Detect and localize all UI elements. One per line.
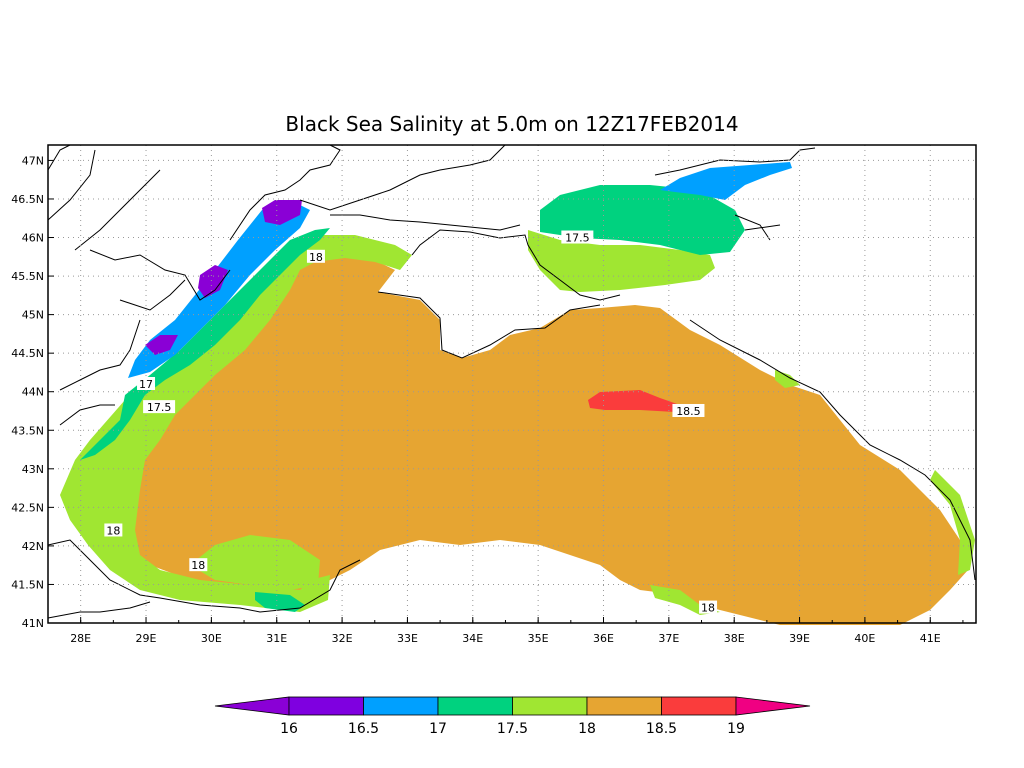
coastline-west (47, 144, 231, 426)
lat-tick-label: 43N (22, 463, 44, 476)
lon-tick-label: 28E (70, 632, 91, 645)
lon-tick-label: 41E (920, 632, 941, 645)
colorbar-tick-label: 17 (429, 721, 447, 737)
contour-label: 17.5 (565, 232, 590, 245)
colorbar-swatch (586, 696, 662, 716)
lat-tick-label: 46.5N (11, 193, 44, 206)
lat-tick-label: 44.5N (11, 347, 44, 360)
contour-label-bg (137, 377, 156, 390)
lat-tick-label: 41N (22, 617, 44, 630)
contour-label: 18 (309, 251, 323, 264)
contour-label-bg (699, 600, 718, 614)
colorbar-low-arrow (214, 696, 290, 716)
contour-label: 18.5 (676, 405, 701, 418)
lon-tick-label: 34E (462, 632, 483, 645)
coastline-east (654, 147, 976, 581)
salinity-region-17-17.5-south (255, 592, 305, 612)
axis-ticks: 47N 46.5N 46N 45.5N 45N 44.5N 44N 43.5N 43N 42.5N… (11, 154, 964, 645)
colorbar-swatch (288, 696, 364, 716)
contour-label: 17 (139, 378, 153, 391)
lon-tick-label: 37E (658, 632, 679, 645)
contour-label: 18 (191, 559, 205, 572)
salinity-region-18-18.5 (95, 248, 968, 625)
colorbar-swatch (437, 696, 513, 716)
salinity-region-17.5-18-east-2 (775, 370, 800, 388)
contour-label-bg (672, 403, 705, 417)
lon-tick-label: 32E (332, 632, 353, 645)
contour-label: 18 (106, 524, 120, 537)
contour-label: 18 (701, 602, 715, 615)
salinity-region-17-17.5-west (80, 228, 330, 460)
lat-tick-label: 45N (22, 309, 44, 322)
colorbar-tick-label: 19 (727, 721, 745, 737)
salinity-region-16-16.5-patch-3 (145, 335, 178, 355)
colorbar-tick-label: 16.5 (348, 721, 379, 737)
lon-tick-label: 35E (528, 632, 549, 645)
sea-fill-layers (60, 162, 975, 625)
lat-tick-label: 44N (22, 386, 44, 399)
lat-tick-label: 42N (22, 540, 44, 553)
colorbar-tick-label: 18 (578, 721, 596, 737)
colorbar-swatch (512, 696, 588, 716)
lat-tick-label: 45.5N (11, 270, 44, 283)
colorbar-high-arrow (735, 696, 811, 716)
lon-tick-label: 33E (397, 632, 418, 645)
contour-label-bg (143, 400, 176, 414)
coastline-south (47, 539, 361, 619)
colorbar-swatch (661, 696, 737, 716)
contour-label-bg (104, 523, 123, 537)
colorbar: 16 16.5 17 17.5 18 18.5 19 (214, 696, 811, 737)
salinity-region-16-16.5-patch-2 (198, 265, 228, 298)
lon-tick-label: 29E (136, 632, 157, 645)
colorbar-swatch (363, 696, 439, 716)
salinity-region-18.5-19 (588, 390, 690, 412)
lon-tick-label: 36E (593, 632, 614, 645)
coastline-crimea (377, 229, 621, 359)
lat-tick-label: 42.5N (11, 501, 44, 514)
salinity-region-17.5-18-south-lens (190, 535, 320, 590)
lon-tick-label: 31E (266, 632, 287, 645)
contour-label-bg (306, 249, 325, 263)
lon-tick-label: 39E (789, 632, 810, 645)
lat-tick-label: 43.5N (11, 424, 44, 437)
lon-tick-label: 38E (724, 632, 745, 645)
coastline-north (229, 144, 521, 241)
salinity-region-16.5-17-azov (660, 162, 792, 200)
salinity-region-16-16.5-patch-1 (262, 200, 302, 225)
contour-label: 17.5 (147, 401, 172, 414)
lon-tick-label: 40E (854, 632, 875, 645)
lon-tick-label: 30E (201, 632, 222, 645)
contour-label-bg (189, 558, 208, 572)
lat-tick-label: 46N (22, 232, 44, 245)
lat-tick-label: 41.5N (11, 578, 44, 591)
colorbar-tick-label: 16 (280, 721, 298, 737)
map-title: Black Sea Salinity at 5.0m on 12Z17FEB20… (285, 112, 738, 136)
map-frame (47, 144, 977, 624)
contour-label-bg (561, 230, 594, 244)
contour-labels: 18 17.5 17 17.5 18.5 18 18 18 (104, 230, 718, 615)
salinity-region-17.5-18-east-1 (930, 470, 975, 575)
coastlines (47, 144, 976, 619)
colorbar-tick-label: 18.5 (646, 721, 677, 737)
colorbar-tick-label: 17.5 (497, 721, 528, 737)
lat-tick-label: 47N (22, 154, 44, 167)
